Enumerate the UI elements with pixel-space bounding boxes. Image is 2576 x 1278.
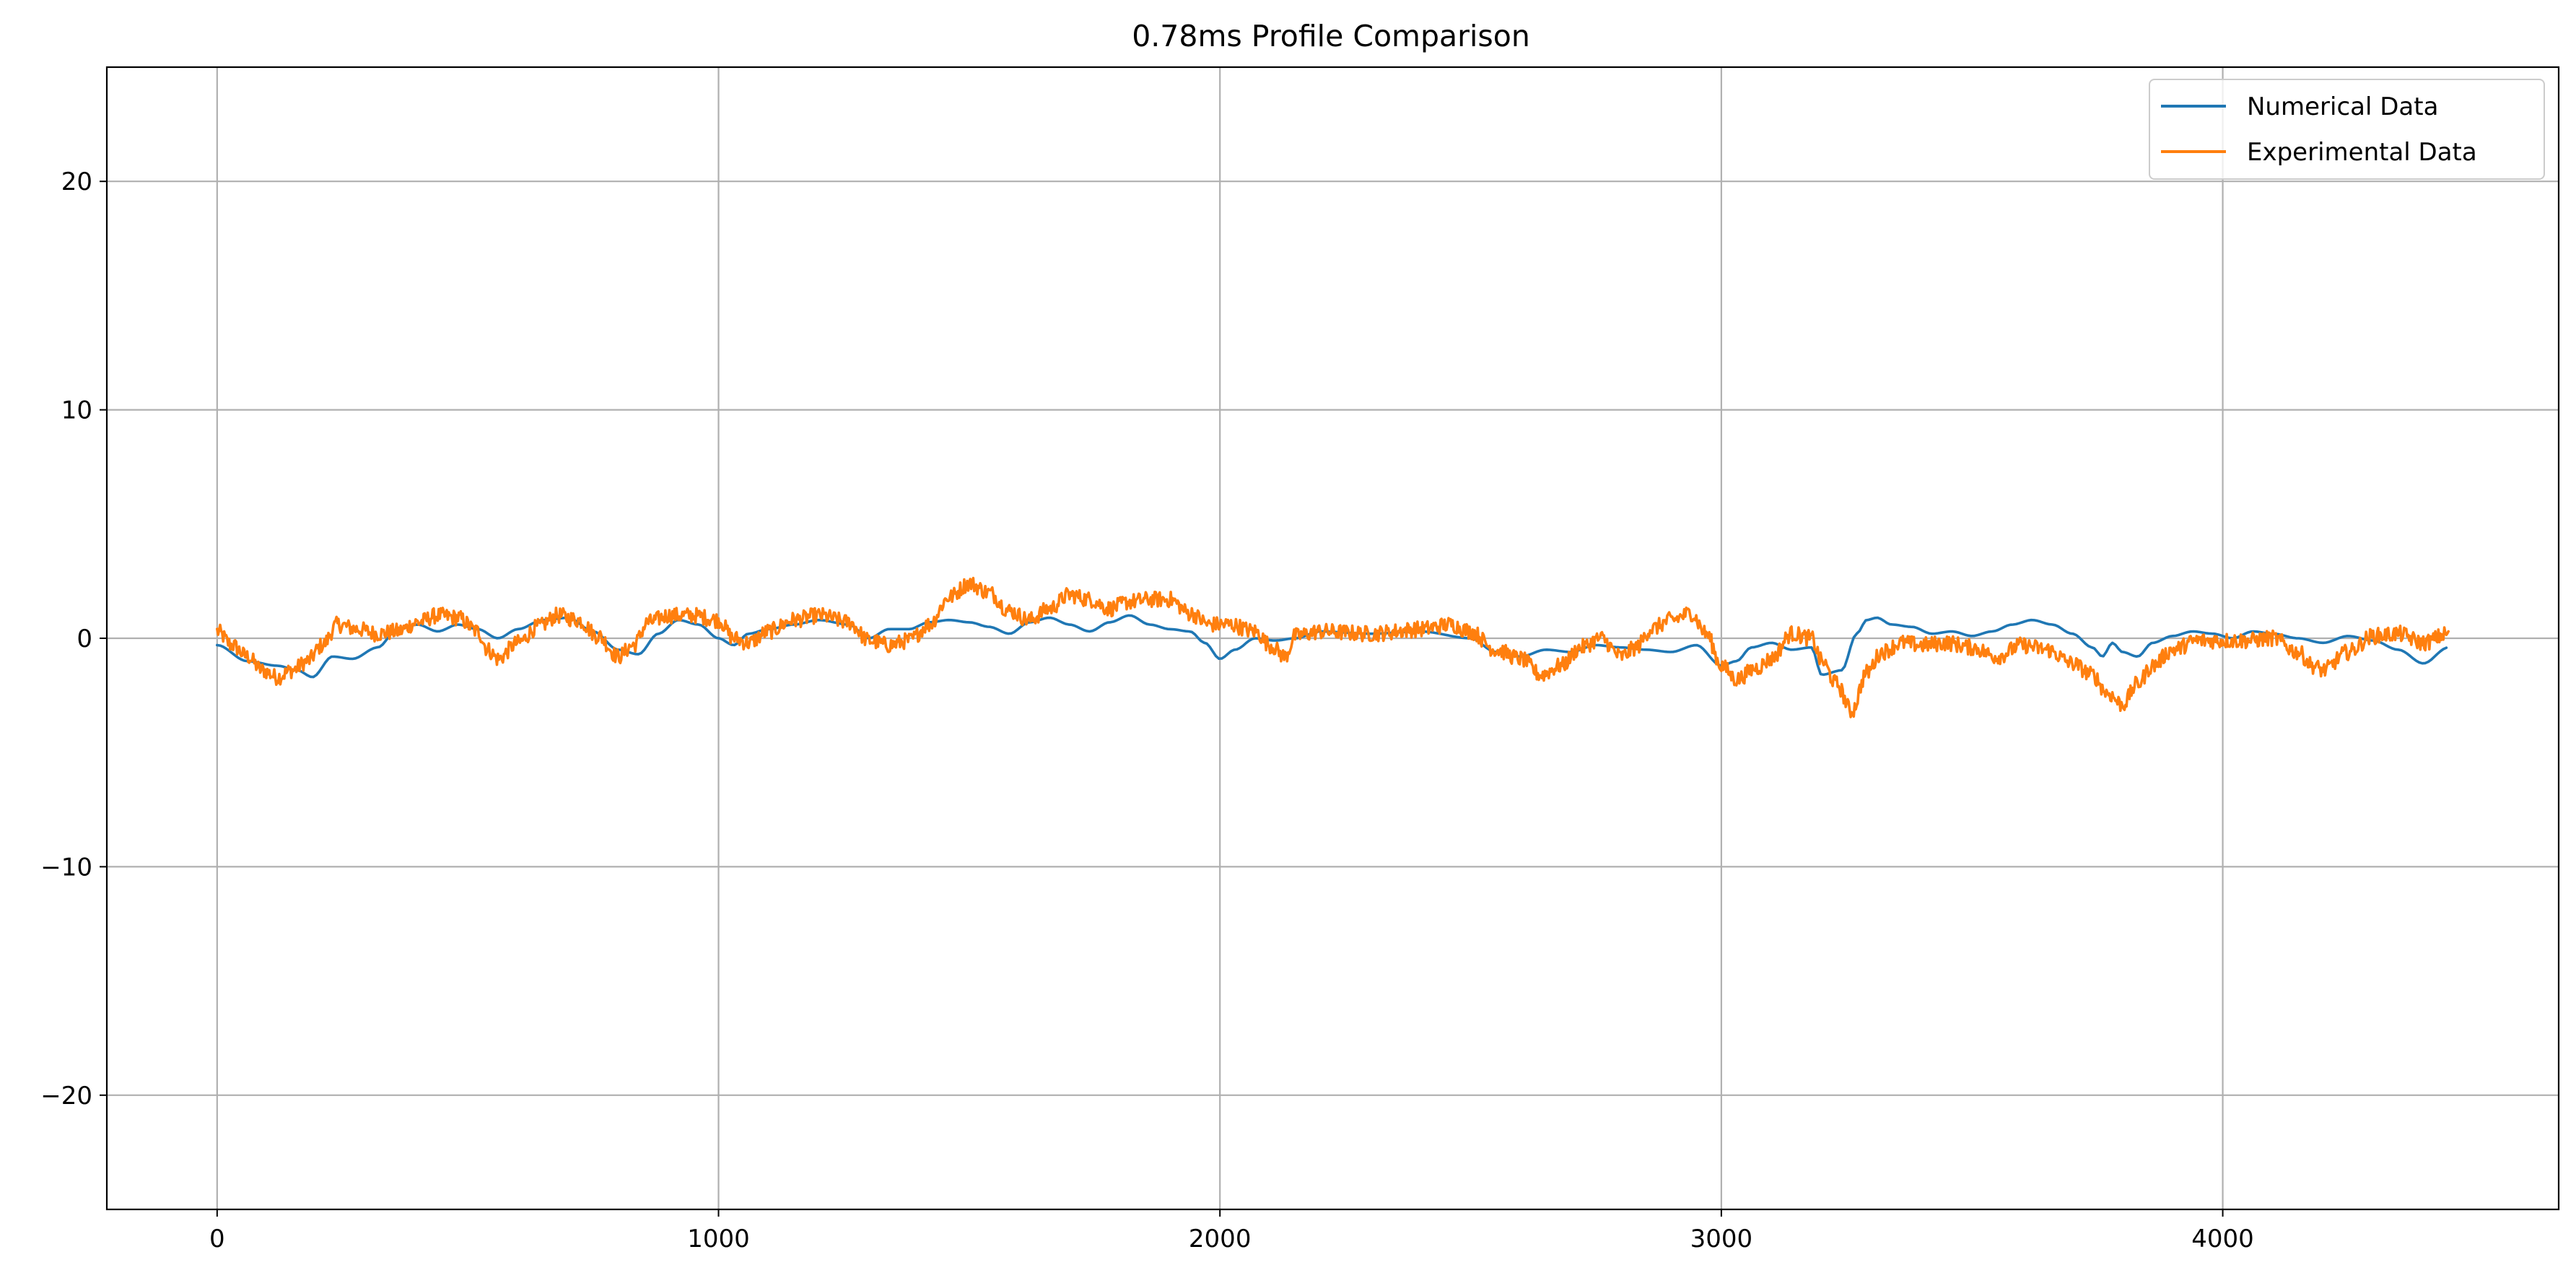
x-tick-label: 0 [209, 1225, 225, 1253]
plot-series [215, 576, 2450, 718]
x-axis: 0 1000 2000 3000 4000 [209, 1209, 2254, 1253]
chart-title: 0.78ms Profile Comparison [1132, 19, 1530, 53]
y-tick-label: 10 [61, 396, 92, 425]
y-tick-label: −20 [40, 1082, 92, 1110]
y-tick-label: 0 [77, 625, 92, 653]
x-tick-label: 2000 [1189, 1225, 1252, 1253]
x-tick-label: 1000 [687, 1225, 750, 1253]
legend-label-numerical: Numerical Data [2247, 92, 2438, 121]
y-tick-label: −10 [40, 853, 92, 882]
legend-label-experimental: Experimental Data [2247, 138, 2477, 167]
legend: Numerical Data Experimental Data [2149, 79, 2545, 180]
legend-box [2149, 79, 2545, 180]
y-tick-label: 20 [61, 168, 92, 196]
y-axis: −20 −10 0 10 20 [40, 168, 107, 1110]
series-line-experimental [215, 576, 2450, 718]
x-tick-label: 4000 [2191, 1225, 2254, 1253]
grid [107, 67, 2559, 1209]
x-tick-label: 3000 [1690, 1225, 1753, 1253]
